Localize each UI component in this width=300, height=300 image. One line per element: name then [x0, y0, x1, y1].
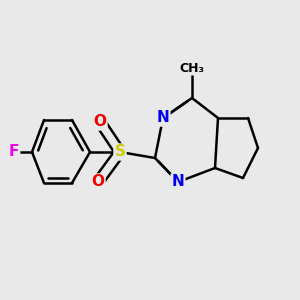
Text: N: N — [172, 175, 184, 190]
Text: S: S — [115, 145, 125, 160]
Text: O: O — [92, 175, 104, 190]
Text: F: F — [9, 145, 19, 160]
Text: N: N — [157, 110, 169, 125]
Text: CH₃: CH₃ — [179, 61, 205, 74]
Text: O: O — [94, 115, 106, 130]
